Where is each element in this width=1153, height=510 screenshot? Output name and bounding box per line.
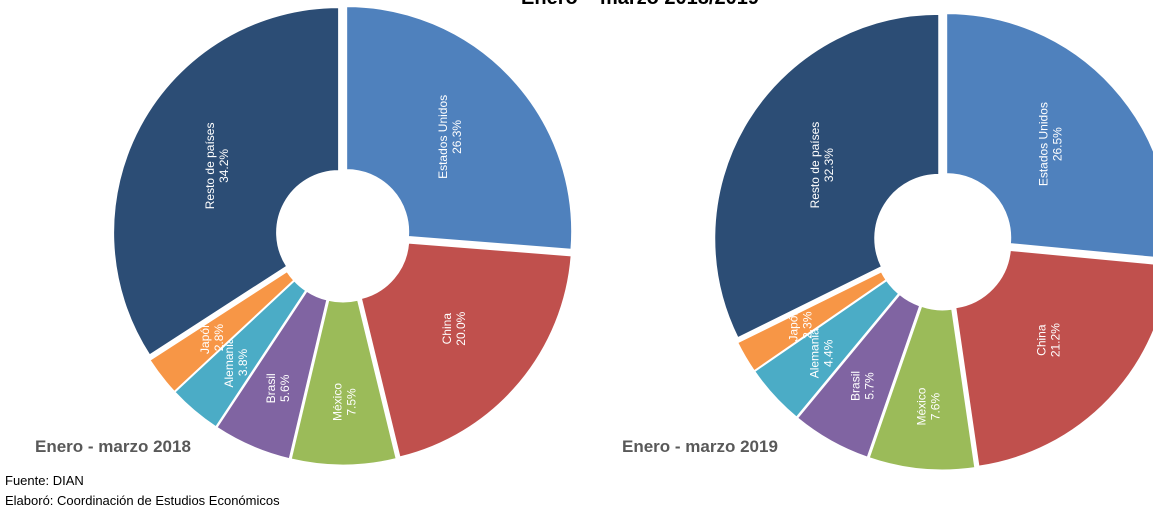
value-label: 20.0% [454, 311, 468, 345]
pie-slice [946, 13, 1153, 258]
slice-label: Brasil 5.7% [849, 371, 877, 401]
source-line: Fuente: DIAN [5, 473, 84, 488]
category-label: China [1034, 324, 1048, 356]
chart-title: Enero - marzo 2018 [35, 437, 191, 456]
value-label: 26.5% [1050, 127, 1064, 161]
category-label: Alemania [807, 328, 821, 378]
pie-slice [360, 242, 572, 458]
slice-label: Estados Unidos 26.3% [436, 95, 464, 179]
pie-slice [174, 280, 307, 428]
category-label: Japón [198, 321, 212, 354]
slice-label: Resto de países 34.2% [203, 123, 231, 210]
slice-label: Brasil 5.6% [264, 373, 292, 403]
value-label: 34.2% [217, 149, 231, 183]
slice-label: Japón 2.8% [198, 321, 226, 354]
pie-slice [868, 305, 976, 471]
pie-slice [290, 299, 397, 466]
page-title: Enero – marzo 2018/2019 [521, 0, 759, 9]
source-line: Elaboró: Coordinación de Estudios Económ… [5, 493, 280, 508]
slice-label: México 7.6% [914, 387, 942, 425]
value-label: 2.3% [801, 311, 815, 339]
slice-label: Alemania 3.8% [222, 337, 250, 387]
value-label: 32.3% [822, 148, 836, 182]
pie-slice [113, 7, 340, 356]
pie-slice [149, 271, 295, 393]
pie-slice [714, 13, 940, 339]
category-label: México [914, 387, 928, 425]
value-label: 3.8% [236, 348, 250, 376]
category-label: México [331, 383, 345, 421]
slice-label: China 21.2% [1034, 323, 1062, 357]
pie-slice [737, 271, 887, 372]
pie-slice [754, 279, 900, 418]
value-label: 7.5% [345, 388, 359, 416]
value-label: 5.7% [863, 372, 877, 400]
value-label: 2.8% [212, 324, 226, 352]
value-label: 7.6% [928, 393, 942, 421]
value-label: 5.6% [278, 374, 292, 402]
category-label: Brasil [849, 371, 863, 401]
slice-label: Estados Unidos 26.5% [1036, 102, 1064, 186]
category-label: Brasil [264, 373, 278, 403]
category-label: Resto de países [203, 123, 217, 210]
value-label: 4.4% [821, 339, 835, 367]
pie-slice [955, 249, 1153, 467]
category-label: Estados Unidos [1036, 102, 1050, 186]
pie-slice [346, 6, 573, 250]
slice-label: China 20.0% [440, 311, 468, 345]
slice-label: Japón 2.3% [787, 309, 815, 342]
value-label: 26.3% [450, 120, 464, 154]
category-label: Alemania [222, 337, 236, 387]
category-label: Estados Unidos [436, 95, 450, 179]
pie-slice [797, 293, 921, 458]
category-label: Japón [787, 309, 801, 342]
pie-slice [216, 290, 328, 460]
category-label: Resto de países [808, 122, 822, 209]
chart-title: Enero - marzo 2019 [622, 437, 778, 456]
slice-label: Alemania 4.4% [807, 328, 835, 378]
value-label: 21.2% [1048, 323, 1062, 357]
slice-label: Resto de países 32.3% [808, 122, 836, 209]
slice-label: México 7.5% [331, 383, 359, 421]
category-label: China [440, 313, 454, 345]
